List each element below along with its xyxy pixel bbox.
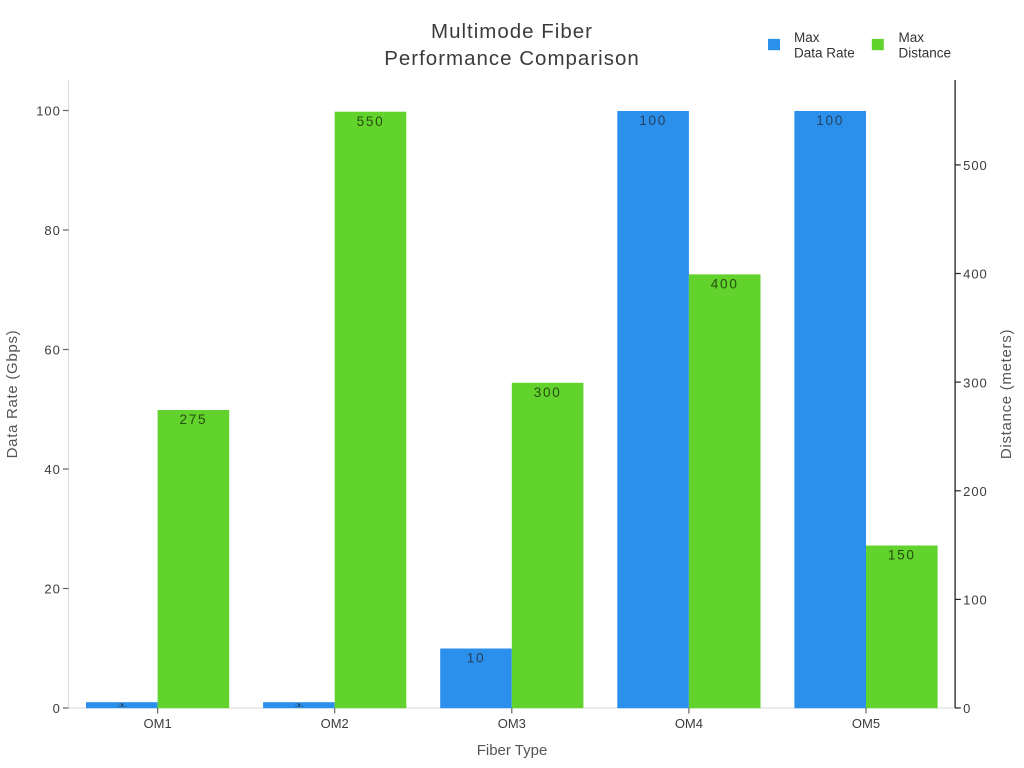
- svg-text:40: 40: [44, 462, 60, 477]
- svg-text:400: 400: [963, 267, 988, 282]
- svg-text:OM2: OM2: [321, 716, 349, 731]
- svg-text:150: 150: [888, 548, 916, 563]
- svg-text:Fiber Type: Fiber Type: [477, 742, 548, 759]
- svg-text:OM1: OM1: [144, 716, 172, 731]
- svg-text:1: 1: [116, 703, 129, 708]
- svg-text:Data Rate (Gbps): Data Rate (Gbps): [4, 330, 21, 459]
- svg-text:Max: Max: [899, 30, 925, 45]
- svg-text:Data Rate: Data Rate: [794, 45, 855, 60]
- svg-text:100: 100: [963, 593, 988, 608]
- svg-text:OM4: OM4: [675, 716, 703, 731]
- svg-text:1: 1: [293, 703, 306, 708]
- svg-text:100: 100: [816, 113, 844, 128]
- svg-text:100: 100: [639, 113, 667, 128]
- svg-text:80: 80: [44, 223, 60, 238]
- svg-text:Max: Max: [794, 30, 820, 45]
- svg-text:500: 500: [963, 158, 988, 173]
- svg-text:20: 20: [44, 582, 60, 597]
- svg-text:Distance (meters): Distance (meters): [998, 329, 1015, 459]
- svg-text:Performance Comparison: Performance Comparison: [384, 47, 640, 70]
- svg-text:550: 550: [357, 114, 385, 129]
- svg-text:OM3: OM3: [498, 716, 526, 731]
- svg-text:60: 60: [44, 343, 60, 358]
- svg-text:200: 200: [963, 484, 988, 499]
- svg-text:300: 300: [534, 385, 562, 400]
- svg-text:10: 10: [467, 651, 486, 666]
- svg-text:0: 0: [53, 701, 61, 716]
- svg-text:OM5: OM5: [852, 716, 880, 731]
- svg-text:Distance: Distance: [899, 45, 952, 60]
- svg-text:300: 300: [963, 375, 988, 390]
- svg-text:Multimode Fiber: Multimode Fiber: [431, 20, 593, 43]
- svg-text:100: 100: [36, 104, 61, 119]
- svg-text:0: 0: [963, 701, 971, 716]
- svg-text:275: 275: [180, 412, 208, 427]
- svg-text:400: 400: [711, 277, 739, 292]
